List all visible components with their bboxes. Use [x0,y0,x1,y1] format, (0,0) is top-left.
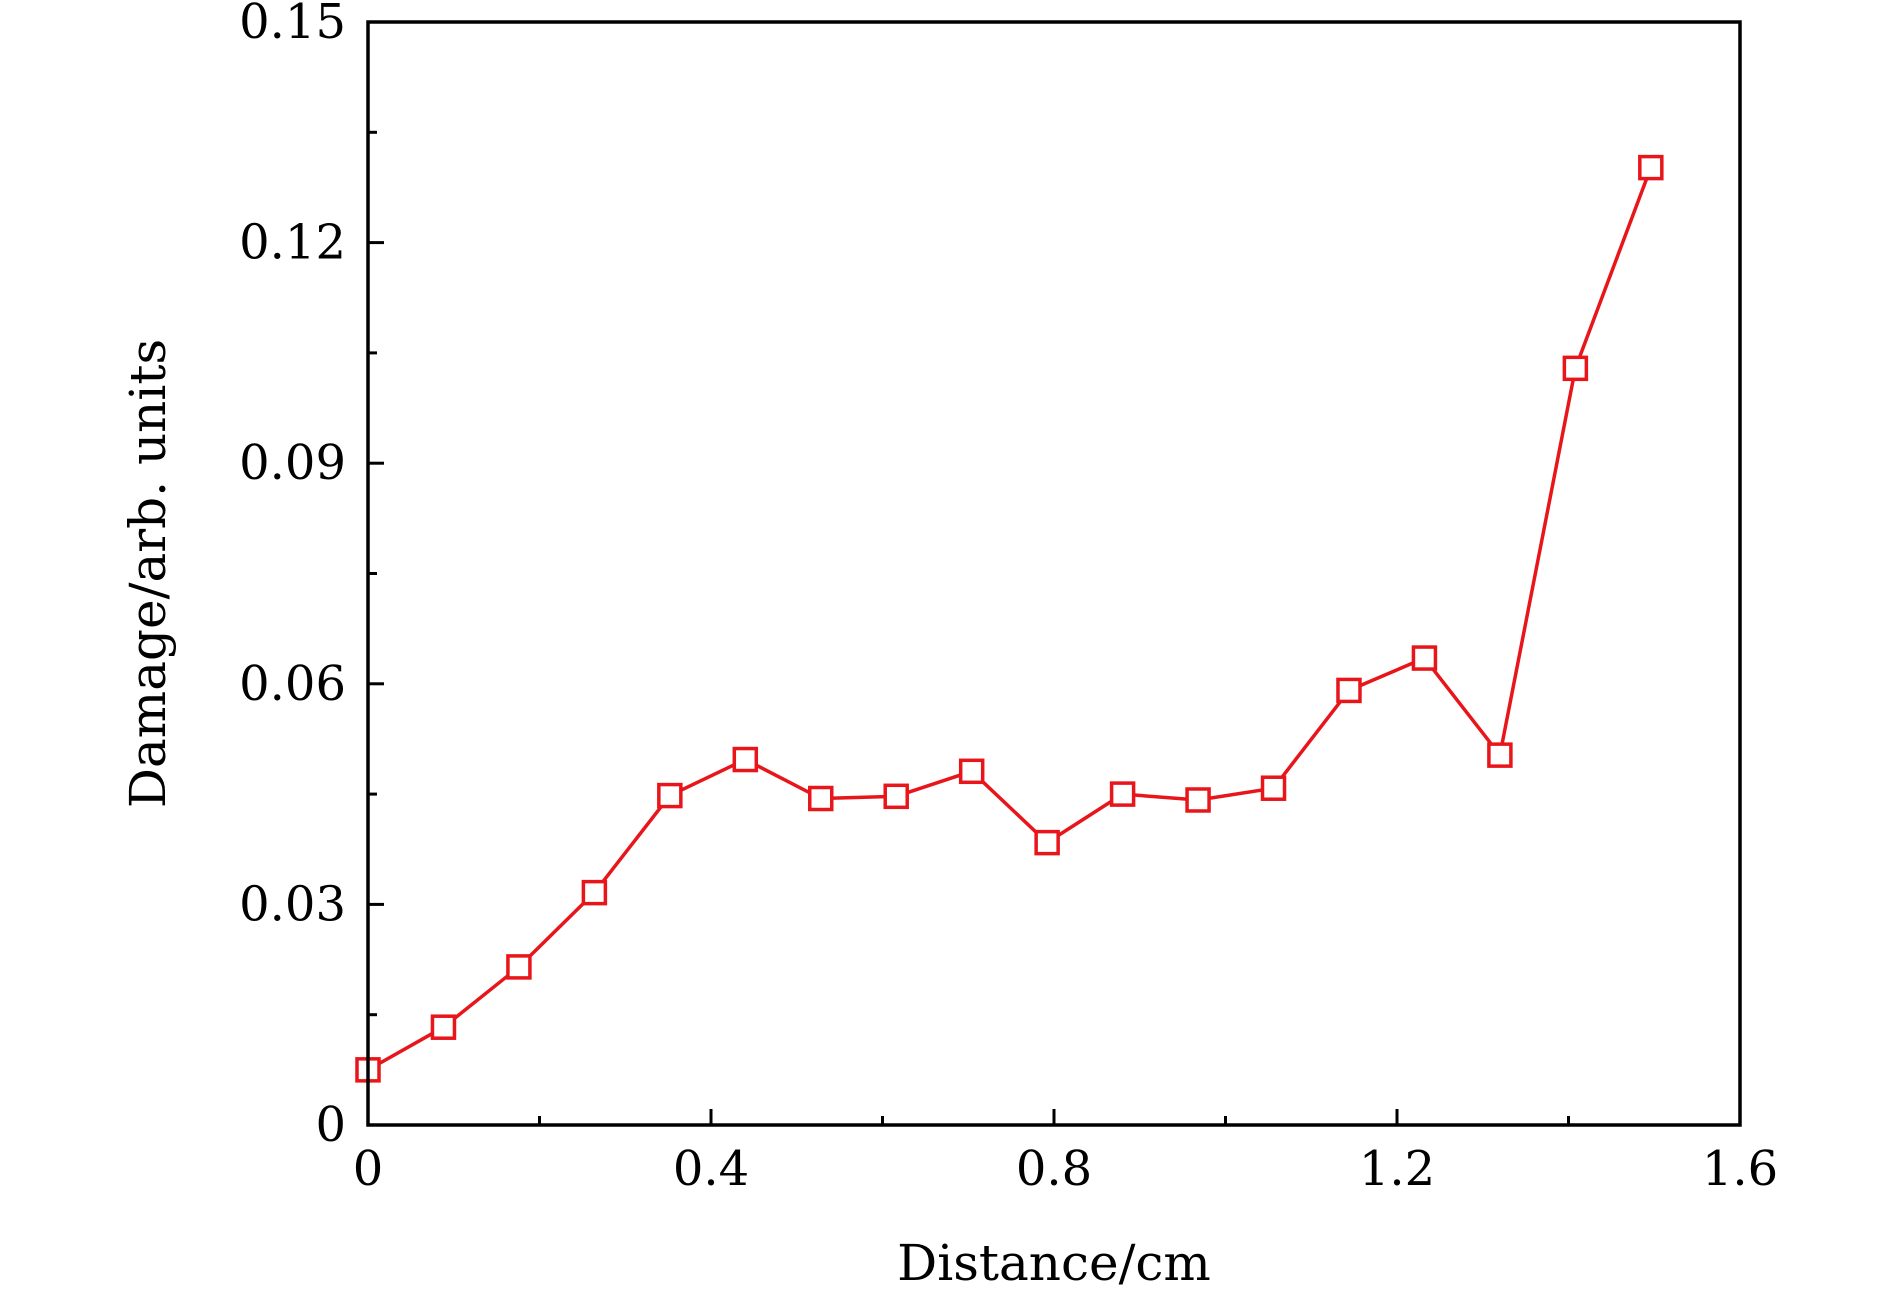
data-point-11 [1185,787,1211,813]
y-tick-label-5: 0.15 [239,0,346,50]
data-point-12 [1260,775,1287,801]
data-point-15 [1487,742,1513,768]
data-point-9 [1034,829,1060,856]
y-axis-title: Damage/arb. units [119,339,177,808]
y-tick-label-3: 0.09 [239,435,346,491]
x-tick-label-1: 0.4 [673,1141,749,1197]
series-layer [355,154,1664,1083]
data-point-14 [1411,645,1438,671]
data-point-6 [808,785,834,812]
plot-frame [366,20,1742,1127]
data-point-5 [732,746,759,773]
data-point-7 [883,783,909,810]
data-point-3 [581,879,608,906]
data-point-8 [958,758,985,785]
axis-ticks [368,130,1570,1125]
data-point-16 [1562,355,1589,382]
data-point-4 [657,782,683,809]
y-tick-label-2: 0.06 [239,656,346,712]
data-point-17 [1638,154,1664,181]
data-point-13 [1336,677,1362,704]
tick-labels: 0 0.4 0.8 1.2 1.6 0 0.03 0.06 0.09 0.12 0.15 [239,0,1778,1197]
y-tick-label-0: 0 [315,1097,346,1153]
x-tick-label-2: 0.8 [1016,1141,1092,1197]
data-point-10 [1109,781,1136,807]
x-tick-label-3: 1.2 [1359,1141,1435,1197]
y-tick-label-4: 0.12 [239,215,346,271]
x-axis-title: Distance/cm [897,1234,1211,1292]
x-tick-label-0: 0 [353,1141,384,1197]
data-point-1 [430,1014,457,1040]
series-line-0 [367,166,1653,1072]
y-tick-label-1: 0.03 [239,876,346,932]
x-tick-label-4: 1.6 [1702,1141,1778,1197]
data-point-2 [506,954,532,980]
